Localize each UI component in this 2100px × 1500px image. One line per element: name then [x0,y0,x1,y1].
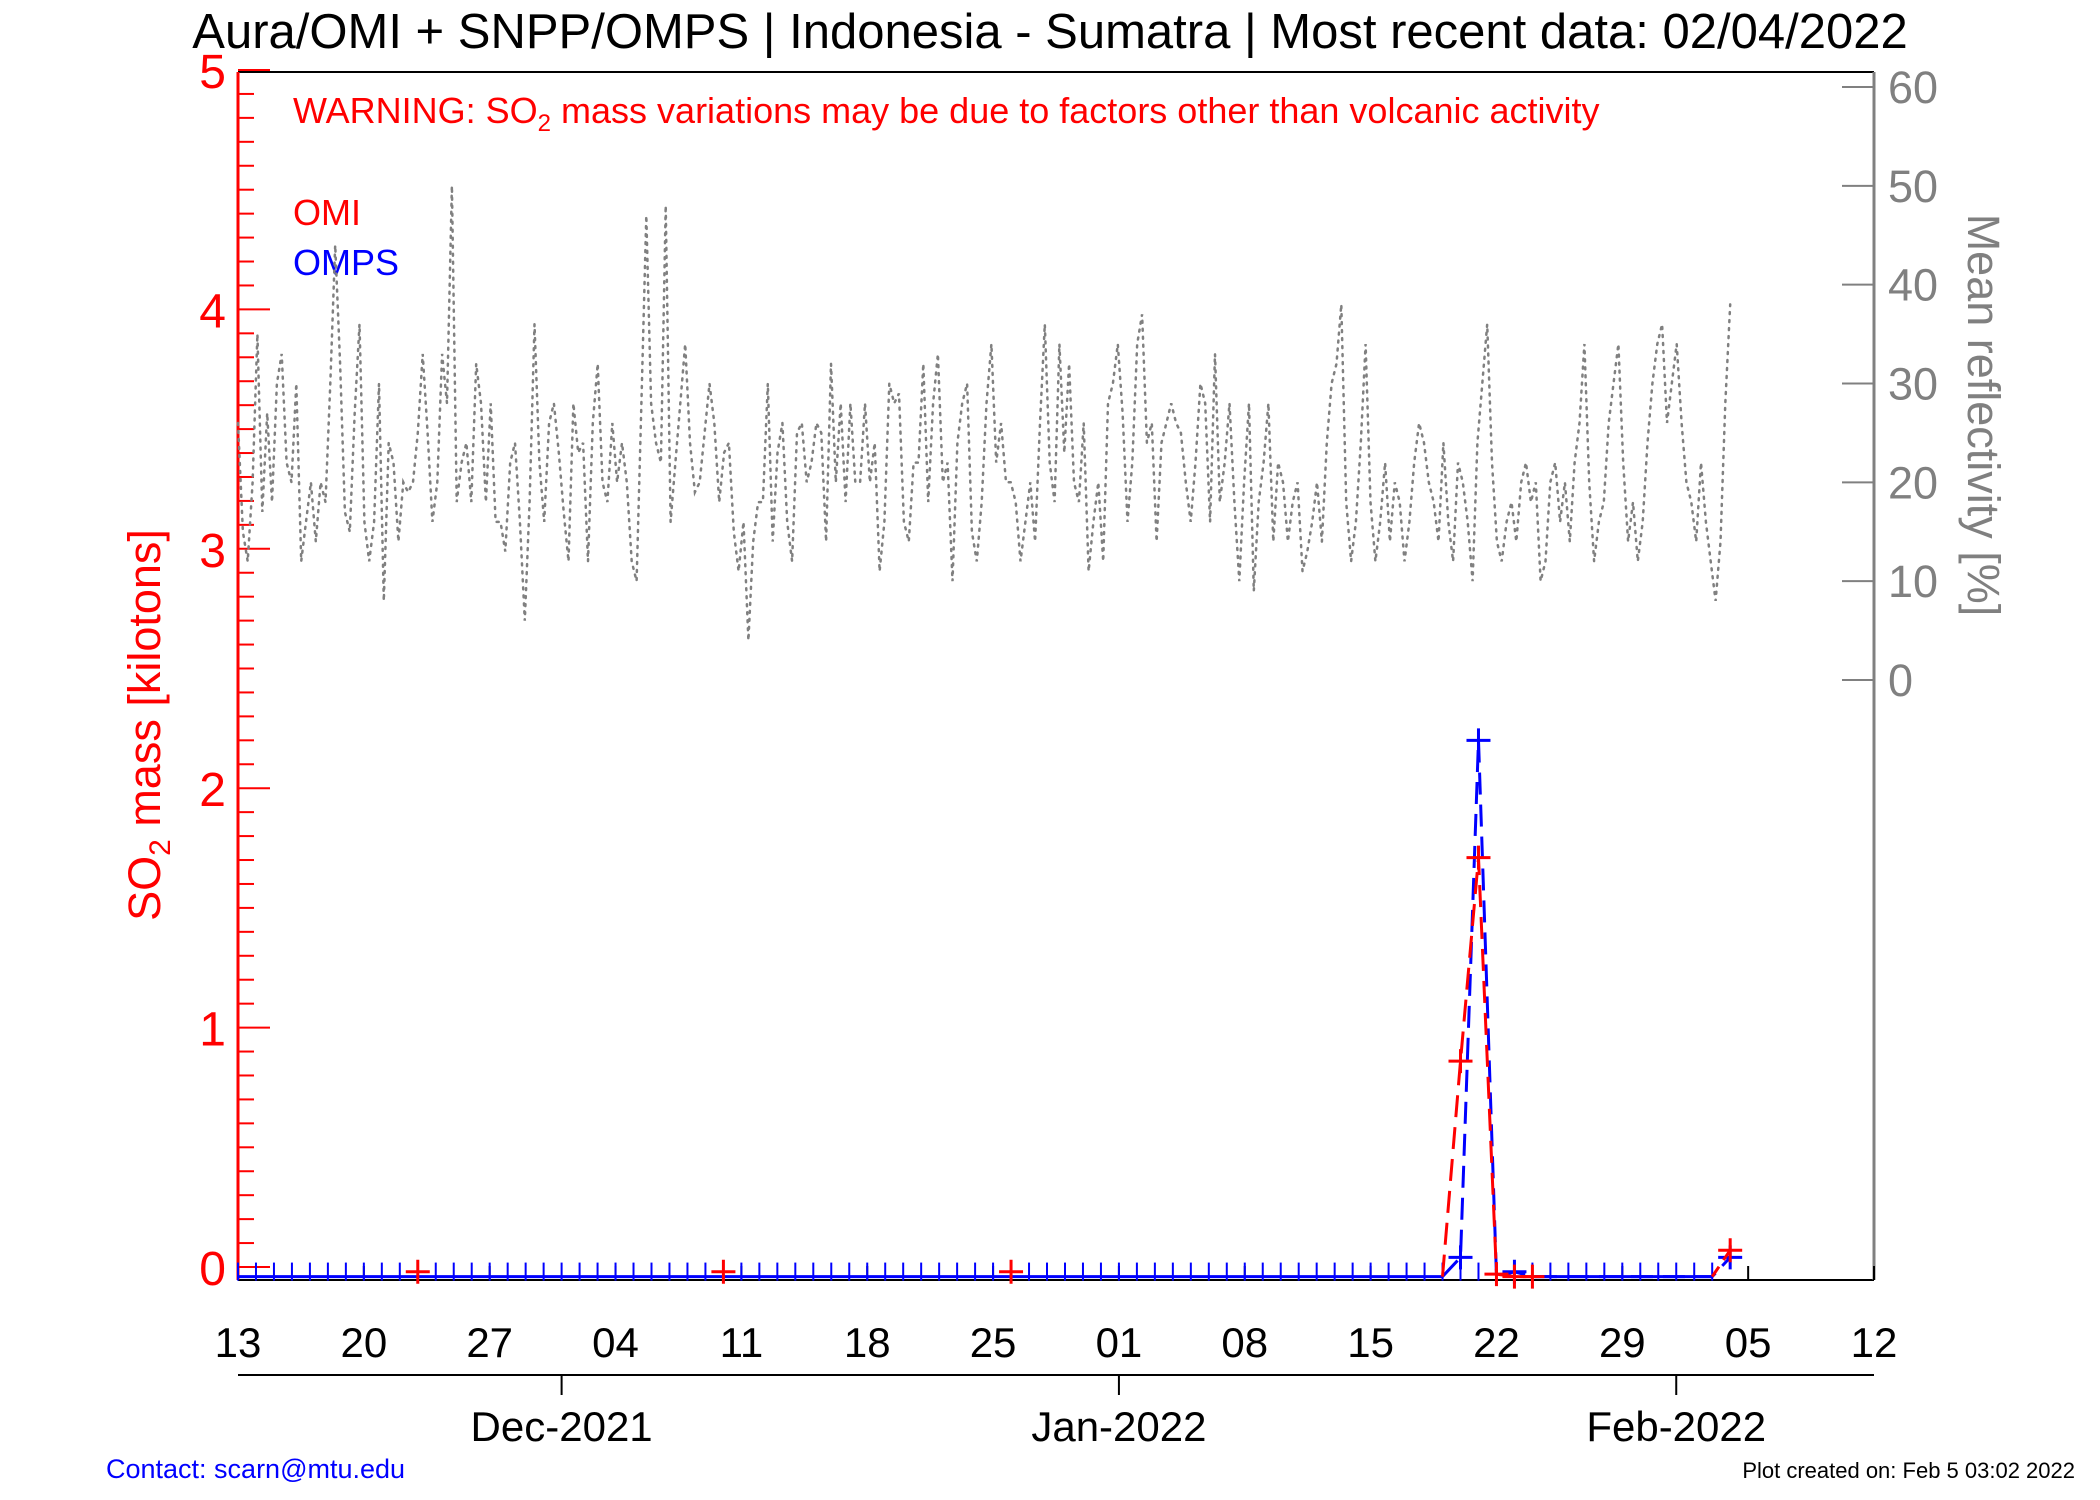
x-tick-label: 13 [215,1319,262,1366]
month-axis: Dec-2021 Jan-2022 Feb-2022 [238,1374,1874,1450]
omps-point-marker [1448,1245,1473,1270]
x-tick-label: 18 [844,1319,891,1366]
x-tick-label: 12 [1851,1319,1898,1366]
left-tick-label: 3 [199,525,226,578]
left-tick-label: 5 [199,46,226,99]
omps-point-marker [1466,728,1491,753]
omi-point-marker [711,1259,736,1284]
month-label: Dec-2021 [471,1403,653,1450]
x-tick-label: 11 [720,1319,764,1366]
x-tick-label: 15 [1347,1319,1394,1366]
month-label: Feb-2022 [1586,1403,1766,1450]
legend-omi: OMI [293,192,361,233]
warning-prefix: WARNING: SO [293,90,538,131]
right-tick-label: 60 [1888,62,1938,113]
x-tick-label: 01 [1096,1319,1143,1366]
right-axis-ticks: 0 10 20 30 40 50 60 [1842,62,1938,706]
chart-title: Aura/OMI + SNPP/OMPS | Indonesia - Sumat… [192,5,1907,59]
x-tick-label: 22 [1473,1319,1520,1366]
right-tick-label: 0 [1888,655,1913,706]
right-tick-label: 30 [1888,359,1938,410]
omi-series [405,845,1743,1289]
omi-point-marker [1448,1049,1473,1074]
x-tick-label: 29 [1599,1319,1646,1366]
omi-point-marker [1484,1262,1509,1287]
left-label-subscript: 2 [144,839,177,856]
right-tick-label: 40 [1888,260,1938,311]
omi-point-marker [999,1259,1024,1284]
warning-text: WARNING: SO2 mass variations may be due … [293,90,1600,137]
right-tick-label: 10 [1888,556,1938,607]
x-tick-label: 05 [1725,1319,1772,1366]
omi-point-marker [1718,1238,1743,1263]
x-tick-label: 27 [466,1319,513,1366]
contact-text[interactable]: Contact: scarn@mtu.edu [106,1454,405,1484]
right-tick-label: 50 [1888,161,1938,212]
reflectivity-line [236,185,1732,641]
left-label-prefix: SO [119,856,170,921]
right-axis-label: Mean reflectivity [%] [1958,214,2009,617]
omps-spike-line [1441,740,1732,1279]
plot-frame [236,71,1876,1281]
left-axis-label: SO2 mass [kilotons] [119,529,177,921]
omps-series [237,728,1743,1284]
x-axis-ticks: 13 20 27 04 11 18 25 01 08 15 22 29 05 12 [215,1266,1898,1366]
omi-spike-line [1441,857,1533,1279]
left-tick-label: 2 [199,764,226,817]
omi-point-marker [1520,1264,1545,1289]
left-tick-label: 4 [199,285,226,338]
left-tick-label: 0 [199,1243,226,1296]
right-tick-label: 20 [1888,457,1938,508]
reflectivity-series [236,185,1732,641]
plot-created-text: Plot created on: Feb 5 03:02 2022 [1742,1458,2075,1483]
x-tick-label: 25 [970,1319,1017,1366]
omi-end-line [1710,1249,1732,1278]
x-tick-label: 04 [592,1319,639,1366]
omi-point-marker [405,1259,430,1284]
left-label-suffix: mass [kilotons] [119,529,170,839]
warning-subscript: 2 [538,110,551,137]
left-axis-ticks: 0 1 2 3 4 5 [199,46,270,1296]
x-tick-label: 20 [340,1319,387,1366]
omi-point-marker [1466,845,1491,870]
warning-suffix: mass variations may be due to factors ot… [551,90,1599,131]
legend-omps: OMPS [293,242,399,283]
month-label: Jan-2022 [1031,1403,1206,1450]
x-tick-label: 08 [1221,1319,1268,1366]
left-tick-label: 1 [199,1004,226,1057]
